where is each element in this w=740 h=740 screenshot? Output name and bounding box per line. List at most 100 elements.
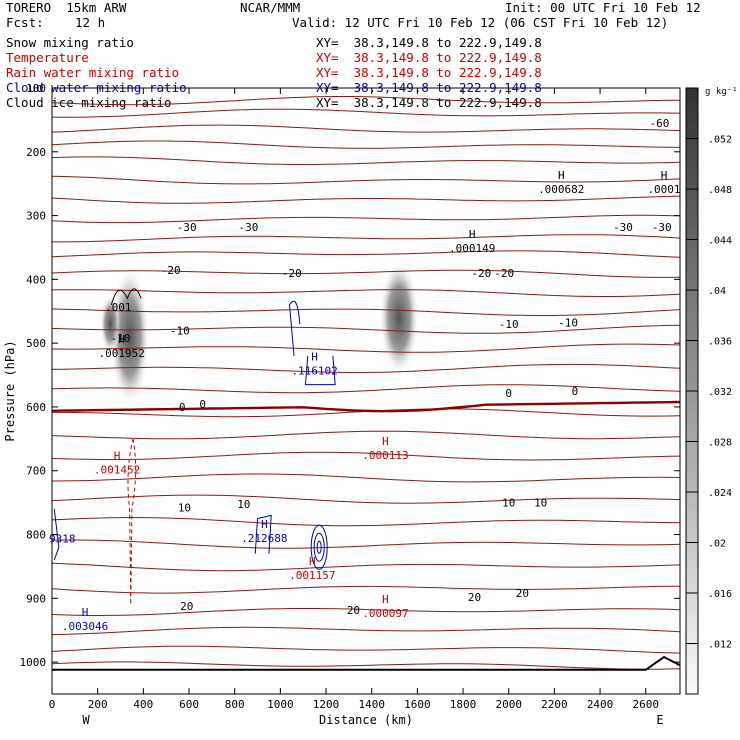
isotherm-label: 20 [468,591,481,604]
field-xy-snow: XY= 38.3,149.8 to 222.9,149.8 [316,35,542,50]
freezing-isotherm [51,400,681,413]
maximum-value: .001157 [289,569,335,582]
isotherm [51,175,681,185]
maximum-value: .000149 [449,242,495,255]
isotherm [51,324,681,334]
isotherm [51,661,681,670]
colorbar-tick-label: .032 [708,387,732,398]
y-tick-label: 600 [26,401,46,414]
isotherm-label: -30 [238,221,258,234]
maximum-value: .001 [105,301,132,314]
cloud-water-contour [313,532,325,562]
cloud-ice-contour [110,288,142,306]
isotherm [51,430,681,440]
colorbar-tick-label: .048 [708,185,732,196]
isotherm-label: 20 [180,600,193,613]
maximum-value: .212688 [241,532,287,545]
x-tick-label: 200 [88,698,108,711]
isotherm [51,124,681,133]
isotherm [51,473,681,483]
cloud-water-contour [316,540,322,554]
maximum-value: .001952 [98,347,144,360]
isotherm-label: -30 [613,221,633,234]
isotherm-label: -10 [558,317,578,330]
isotherm [51,269,681,278]
snow-shading-west-small [100,294,121,355]
isotherm [51,343,681,353]
maximum-marker: H [118,333,125,346]
x-tick-label: 800 [225,698,245,711]
colorbar-tick-label: .044 [708,236,732,247]
isotherm-label: 0 [199,398,206,411]
isotherm-label: 0 [572,385,579,398]
maximum-marker: H [309,555,316,568]
maximum-value: .000097 [362,607,408,620]
isotherm-label: -10 [499,318,519,331]
isotherm-label: -10 [170,324,190,337]
y-tick-label: 500 [26,337,46,350]
x-tick-label: 2400 [587,698,614,711]
isotherm [51,363,681,373]
isotherm-label: -20 [161,264,181,277]
x-tick-label: 600 [179,698,199,711]
maximum-value: 9318 [49,532,76,545]
field-xy-rain: XY= 38.3,149.8 to 222.9,149.8 [316,65,542,80]
isotherm [51,626,681,636]
x-tick-label: 2200 [541,698,568,711]
maximum-value: .001452 [94,464,140,477]
y-tick-label: 900 [26,592,46,605]
isotherm-label: 10 [502,497,515,510]
isotherm [51,308,681,316]
maximum-marker: H [311,351,318,364]
x-axis-label: Distance (km) [319,713,413,727]
y-tick-label: 300 [26,210,46,223]
snow-shading-east [379,259,420,376]
isotherm [51,451,681,461]
isotherm [51,140,681,149]
maximum-marker: H [661,169,668,182]
colorbar-tick-label: .012 [708,640,732,651]
y-axis-label: Pressure (hPa) [3,340,17,441]
y-tick-label: 100 [26,82,46,95]
field-name-cloud-water: Cloud water mixing ratio [6,80,187,95]
isotherm [51,96,681,106]
cloud-water-contour [53,508,60,561]
snow-shading-west [109,266,150,407]
isotherm [51,195,681,204]
y-tick-label: 800 [26,529,46,542]
maximum-value: .003046 [62,620,108,633]
isotherm-label: 20 [516,587,529,600]
x-tick-label: 1800 [450,698,477,711]
isotherm-label: -20 [471,267,491,280]
forecast-hour: 12 h [75,15,106,30]
center-label: NCAR/MMM [240,0,301,15]
cloud-water-contour [304,355,336,386]
isotherm [52,234,681,243]
maximum-value: .116102 [291,365,337,378]
isotherm [51,645,681,654]
field-name-cloud-ice: Cloud ice mixing ratio [6,95,172,110]
x-tick-label: 1400 [358,698,385,711]
isotherm [51,108,681,118]
isotherm [51,214,681,224]
isotherm [51,516,681,527]
isotherm-label: -10 [111,332,131,345]
valid-time: Valid: 12 UTC Fri 10 Feb 12 (06 CST Fri … [292,15,669,30]
maximum-marker: H [82,606,89,619]
maximum-marker: H [261,518,268,531]
y-tick-label: 1000 [20,656,47,669]
rain-water-contour [127,438,137,605]
isotherm [51,562,681,572]
forecast-label: Fcst: [6,15,44,30]
x-tick-label: 2600 [632,698,659,711]
x-tick-label: 1600 [404,698,431,711]
isotherm-label: 0 [179,401,186,414]
isotherm [51,250,681,258]
maximum-value: .0001 [647,183,680,196]
maximum-marker: H [114,450,121,463]
colorbar-units: g kg⁻¹ [705,87,738,97]
colorbar-tick-label: .028 [708,438,732,449]
y-tick-label: 400 [26,273,46,286]
colorbar-tick-label: .024 [708,488,732,499]
